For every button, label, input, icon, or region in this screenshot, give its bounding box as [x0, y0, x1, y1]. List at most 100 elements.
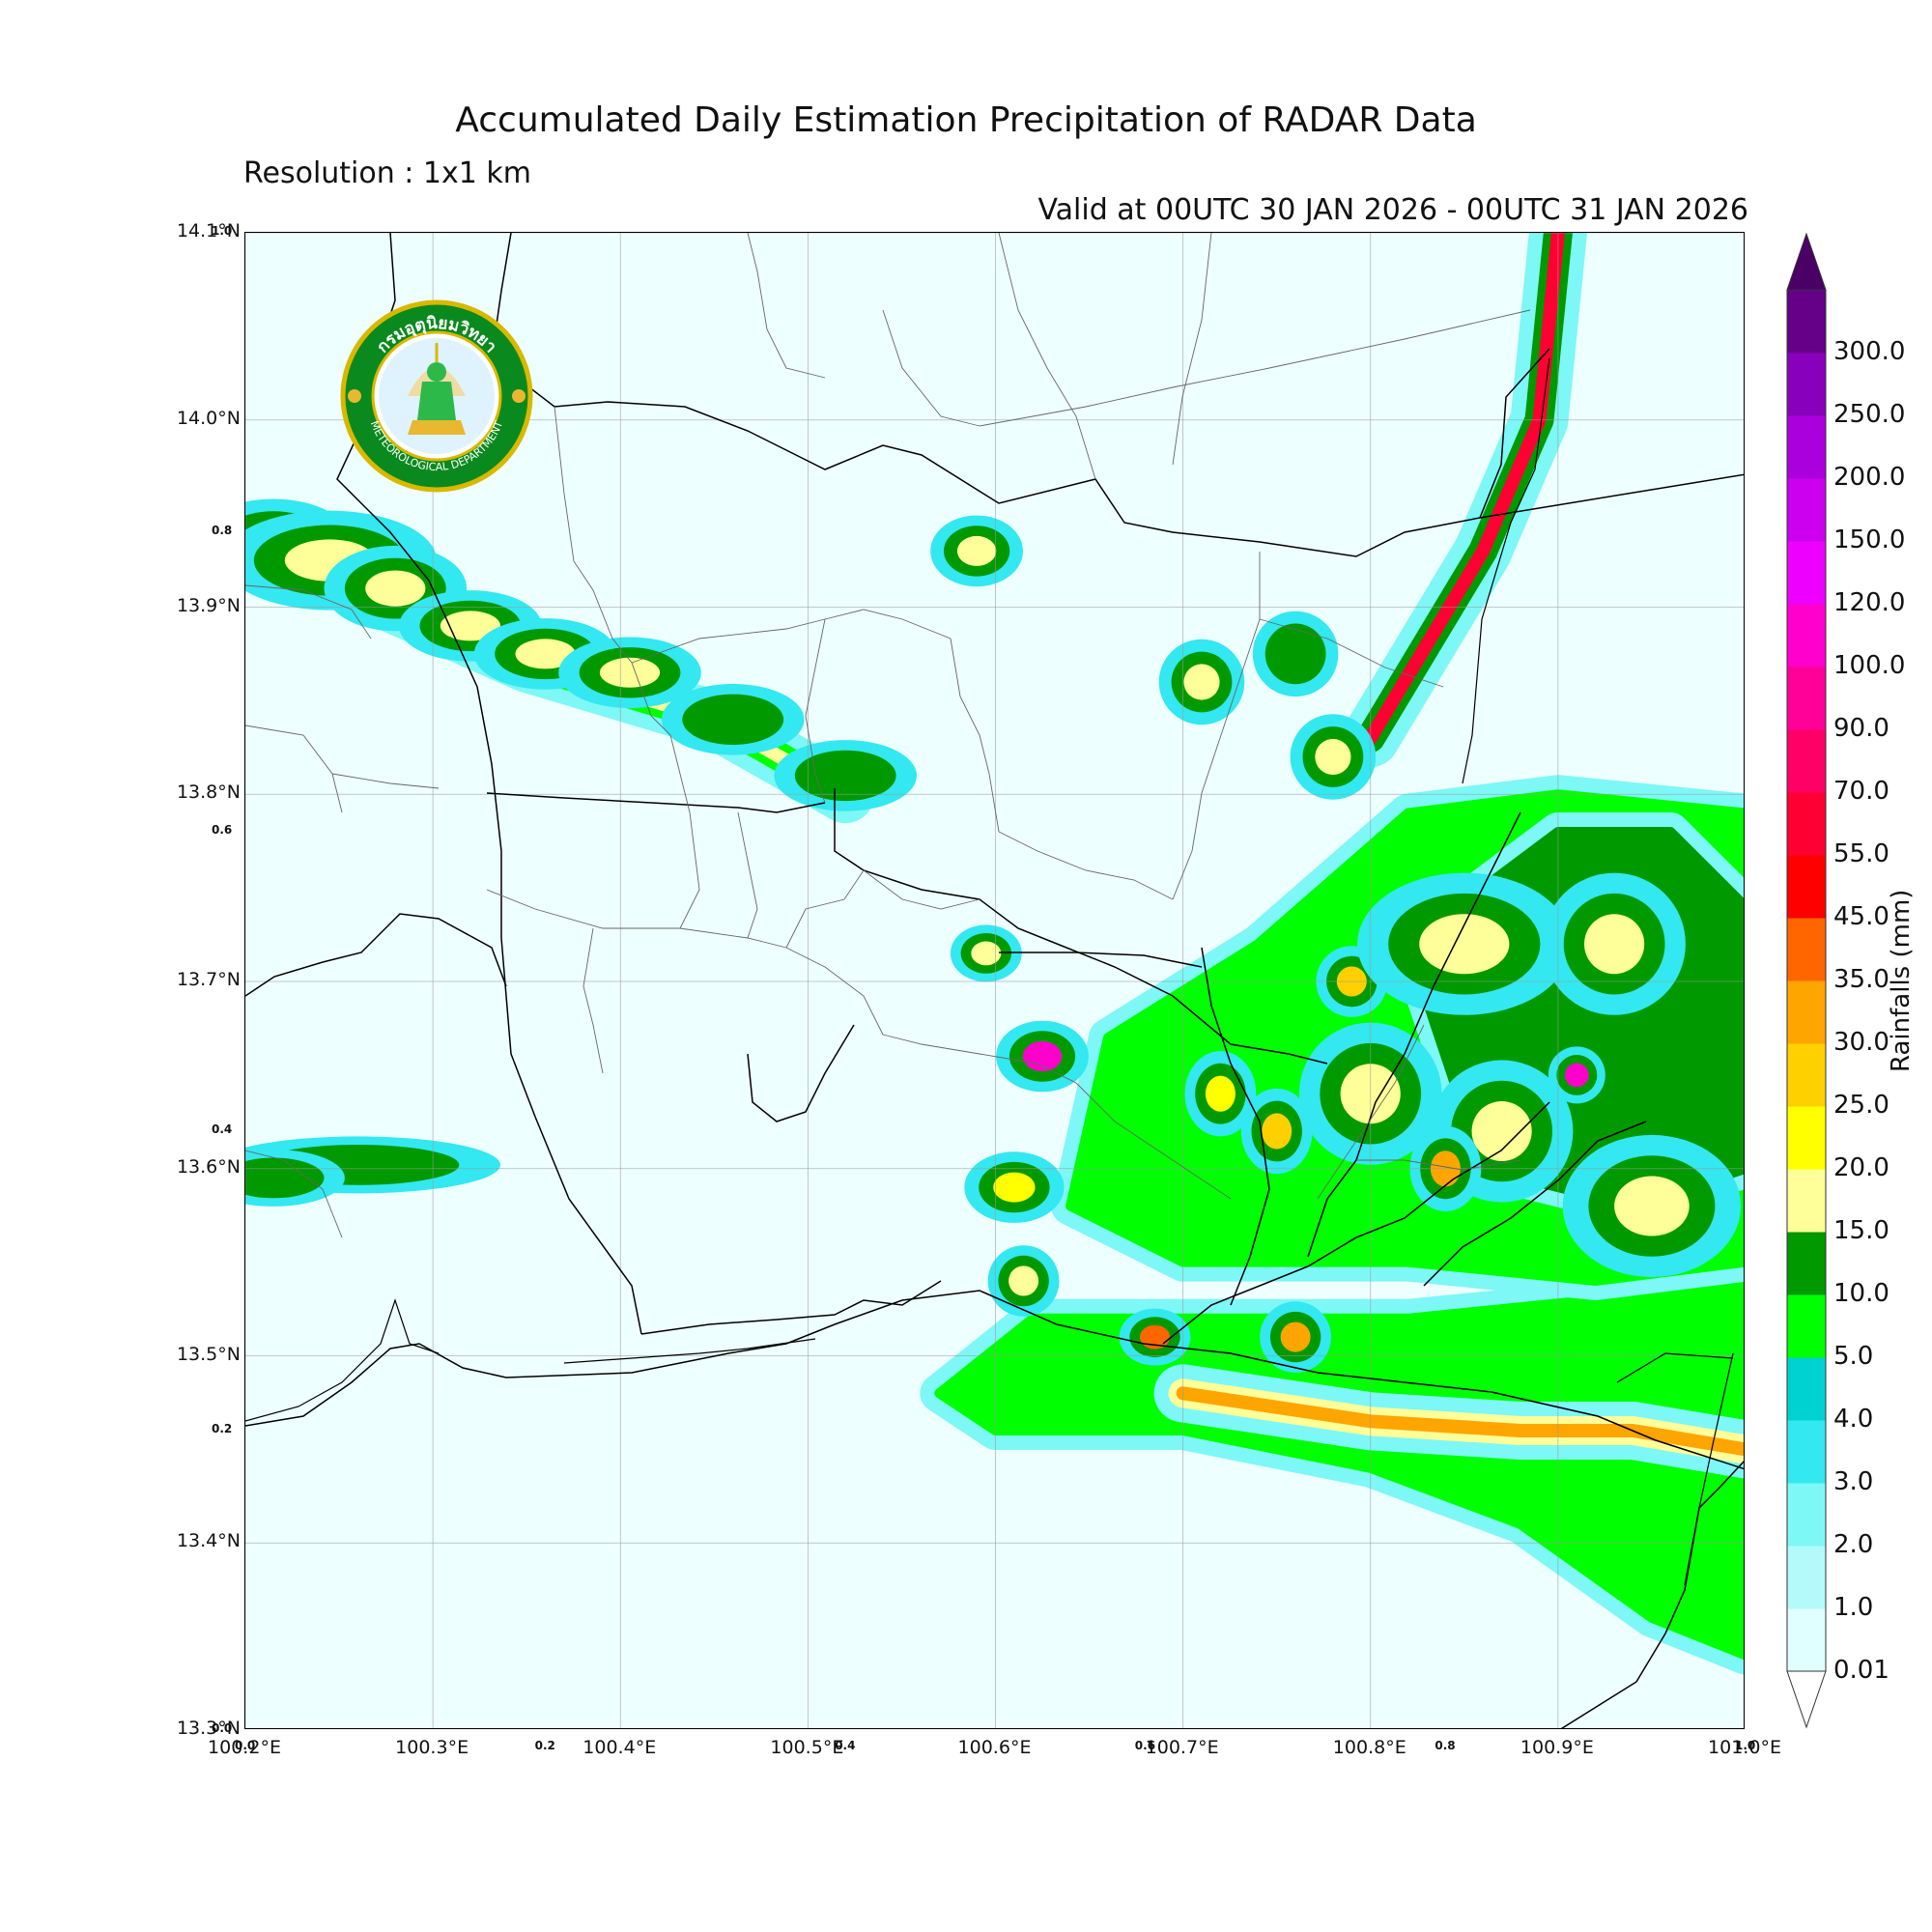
rain-cell-core [815, 760, 876, 791]
colorbar-segment [1787, 667, 1826, 730]
colorbar-tick-label: 150.0 [1833, 526, 1906, 554]
colorbar-segment [1787, 980, 1826, 1044]
minor-x-tick-label: 0.0 [235, 1739, 256, 1752]
lon-tick-label: 100.7°E [1145, 1737, 1219, 1758]
lon-tick-label: 100.8°E [1332, 1737, 1406, 1758]
colorbar-tick-label: 100.0 [1833, 651, 1906, 680]
lat-tick-label: 13.3°N [176, 1718, 241, 1739]
rain-cell-core [1205, 1075, 1236, 1112]
colorbar-tick-label: 4.0 [1833, 1405, 1874, 1434]
lon-tick-label: 100.4°E [582, 1737, 657, 1758]
rain-cell-core [1471, 1101, 1532, 1161]
rain-cell-core [971, 941, 1002, 966]
colorbar-segment [1787, 1294, 1826, 1358]
rain-cell-core [1183, 664, 1220, 700]
rain-cell-core [1584, 914, 1645, 975]
colorbar-tick-label: 30.0 [1833, 1028, 1889, 1057]
rain-cell-core [365, 570, 426, 607]
lat-tick-label: 13.9°N [176, 594, 241, 616]
colorbar-tick-label: 15.0 [1833, 1216, 1889, 1245]
lon-tick-label: 100.3°E [395, 1737, 469, 1758]
colorbar-tick-label: 45.0 [1833, 902, 1889, 931]
rain-cell-core [1277, 636, 1314, 672]
rain-cell-core [515, 639, 576, 669]
minor-x-tick-label: 0.2 [534, 1739, 555, 1752]
district-boundaries [245, 233, 1531, 1238]
gridlines [245, 233, 1744, 1728]
minor-x-tick-label: 0.8 [1435, 1739, 1456, 1752]
minor-y-tick-label: 0.8 [212, 524, 233, 537]
minor-x-tick-label: 0.4 [835, 1739, 856, 1752]
lon-tick-label: 100.9°E [1520, 1737, 1594, 1758]
valid-time-label: Valid at 00UTC 30 JAN 2026 - 00UTC 31 JA… [1037, 193, 1748, 227]
colorbar-tick-label: 2.0 [1833, 1530, 1874, 1559]
rain-cell-core [1419, 914, 1510, 975]
rain-band-core [1176, 1386, 1744, 1457]
colorbar-tick-label: 35.0 [1833, 965, 1889, 994]
colorbar-segment [1787, 792, 1826, 856]
colorbar-max-extension [1786, 232, 1827, 291]
rain-cell-core [1262, 1113, 1293, 1150]
rain-cell-core [599, 657, 661, 688]
colorbar-segment [1787, 855, 1826, 919]
colorbar-segment [1787, 353, 1826, 416]
colorbar-tick-label: 200.0 [1833, 463, 1906, 492]
colorbar-segment [1787, 1357, 1826, 1421]
colorbar-segment [1787, 478, 1826, 542]
lon-tick-label: 100.5°E [770, 1737, 844, 1758]
colorbar-tick-label: 70.0 [1833, 777, 1889, 806]
rain-cell-core [993, 1172, 1036, 1203]
lat-tick-label: 13.4°N [176, 1530, 241, 1552]
colorbar-tick-label: 10.0 [1833, 1279, 1889, 1308]
colorbar-tick-label: 3.0 [1833, 1467, 1874, 1496]
map-title: Accumulated Daily Estimation Precipitati… [455, 100, 1477, 140]
colorbar-tick-label: 250.0 [1833, 400, 1906, 429]
colorbar-tick-label: 25.0 [1833, 1091, 1889, 1120]
colorbar-segment [1787, 1043, 1826, 1107]
colorbar-segment [1787, 1106, 1826, 1170]
colorbar-segment [1787, 290, 1826, 354]
minor-y-tick-label: 0.6 [212, 823, 233, 837]
minor-y-tick-label: 0.2 [212, 1422, 233, 1435]
colorbar-segment [1787, 1483, 1826, 1547]
map-svg [245, 233, 1744, 1728]
minor-y-tick-label: 0.4 [212, 1122, 233, 1136]
rain-band-core [1363, 233, 1565, 746]
lat-tick-label: 13.7°N [176, 969, 241, 990]
colorbar-segment [1787, 729, 1826, 793]
colorbar-segment [1787, 1420, 1826, 1484]
colorbar-segment [1787, 1546, 1826, 1609]
lat-tick-label: 13.8°N [176, 781, 241, 804]
colorbar-tick-label: 1.0 [1833, 1593, 1874, 1622]
colorbar-min-extension [1786, 1670, 1827, 1729]
rain-cell-core [702, 704, 763, 735]
colorbar [1786, 232, 1827, 1729]
colorbar-segment [1787, 1608, 1826, 1672]
radar-map [244, 232, 1745, 1729]
colorbar-segment [1787, 415, 1826, 479]
rain-cell-core [1022, 1041, 1063, 1071]
rain-cell-core [1614, 1176, 1690, 1236]
meteorological-department-logo: กรมอุตุนิยมวิทยา METEOROLOGICAL DEPARTME… [340, 299, 533, 493]
colorbar-tick-label: 90.0 [1833, 714, 1889, 743]
minor-x-tick-label: 1.0 [1735, 1739, 1756, 1752]
colorbar-tick-label: 0.01 [1833, 1656, 1889, 1685]
colorbar-segment [1787, 1169, 1826, 1233]
lon-tick-label: 101.0°E [1708, 1737, 1781, 1758]
colorbar-frame [1786, 289, 1827, 1672]
colorbar-tick-label: 55.0 [1833, 839, 1889, 868]
colorbar-segment [1787, 541, 1826, 605]
lat-tick-label: 14.0°N [176, 407, 241, 429]
rain-cell-core [440, 611, 500, 641]
rain-cell-core [245, 1166, 304, 1190]
rain-cell-core [1315, 738, 1351, 776]
lat-tick-label: 13.5°N [176, 1343, 241, 1365]
minor-x-tick-label: 0.6 [1134, 1739, 1156, 1752]
colorbar-segment [1787, 604, 1826, 668]
colorbar-tick-label: 20.0 [1833, 1153, 1889, 1182]
colorbar-segment [1787, 1232, 1826, 1295]
resolution-label: Resolution : 1x1 km [243, 156, 531, 190]
colorbar-tick-label: 120.0 [1833, 588, 1906, 617]
rain-cell-core [956, 535, 997, 566]
rain-cell-core [1280, 1321, 1311, 1352]
